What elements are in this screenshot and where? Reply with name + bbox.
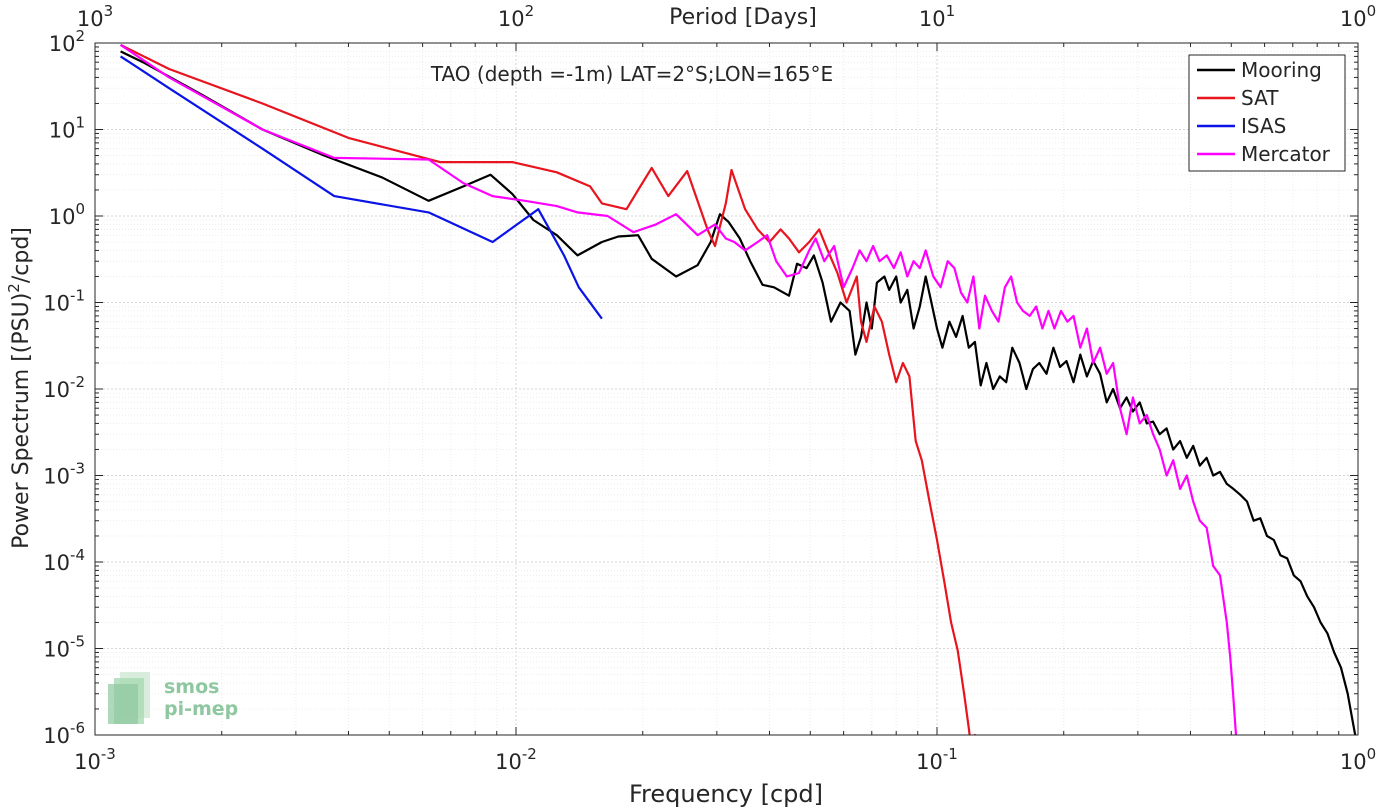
series-line-sat xyxy=(120,43,977,735)
y-tick-label: 102 xyxy=(49,27,85,56)
y-tick-label: 10-4 xyxy=(43,546,85,575)
series-group xyxy=(119,43,1357,735)
logo-line1: smos xyxy=(164,676,219,698)
x2-tick-label: 101 xyxy=(919,2,955,31)
y-tick-label: 100 xyxy=(49,200,85,229)
chart-title: TAO (depth =-1m) LAT=2°S;LON=165°E xyxy=(430,62,833,86)
y-tick-label: 10-5 xyxy=(43,633,85,662)
logo-line2: pi-mep xyxy=(164,698,238,720)
x-tick-label: 100 xyxy=(1340,745,1376,774)
smos-pi-mep-logo: smos pi-mep xyxy=(108,672,238,724)
x-tick-label: 10-2 xyxy=(495,745,537,774)
x2-tick-label: 102 xyxy=(498,2,534,31)
legend-label-sat: SAT xyxy=(1241,86,1279,110)
y-tick-label: 10-6 xyxy=(43,719,85,748)
x2-tick-label: 103 xyxy=(77,2,113,31)
x-tick-label: 10-1 xyxy=(916,745,958,774)
grid xyxy=(94,43,1358,736)
y-tick-label: 10-1 xyxy=(43,287,85,316)
legend-label-mooring: Mooring xyxy=(1241,58,1322,82)
series-line-isas xyxy=(119,55,603,320)
y-tick-label: 10-2 xyxy=(43,373,85,402)
x-tick-label: 10-3 xyxy=(74,745,116,774)
series-line-mooring xyxy=(120,50,1357,735)
x2-axis-label: Period [Days] xyxy=(669,5,817,30)
x2-tick-label: 100 xyxy=(1340,2,1376,31)
y-axis-label: Power Spectrum [(PSU)2/cpd] xyxy=(5,227,34,549)
y-tick-label: 101 xyxy=(49,114,85,143)
legend-box xyxy=(1188,54,1346,172)
series-line-mercator xyxy=(119,43,1238,735)
y-tick-label: 10-3 xyxy=(43,460,85,489)
legend-label-mercator: Mercator xyxy=(1241,142,1331,166)
x-axis-label: Frequency [cpd] xyxy=(629,780,823,808)
legend: Mooring SAT ISAS Mercator xyxy=(1188,54,1346,172)
legend-label-isas: ISAS xyxy=(1241,114,1286,138)
